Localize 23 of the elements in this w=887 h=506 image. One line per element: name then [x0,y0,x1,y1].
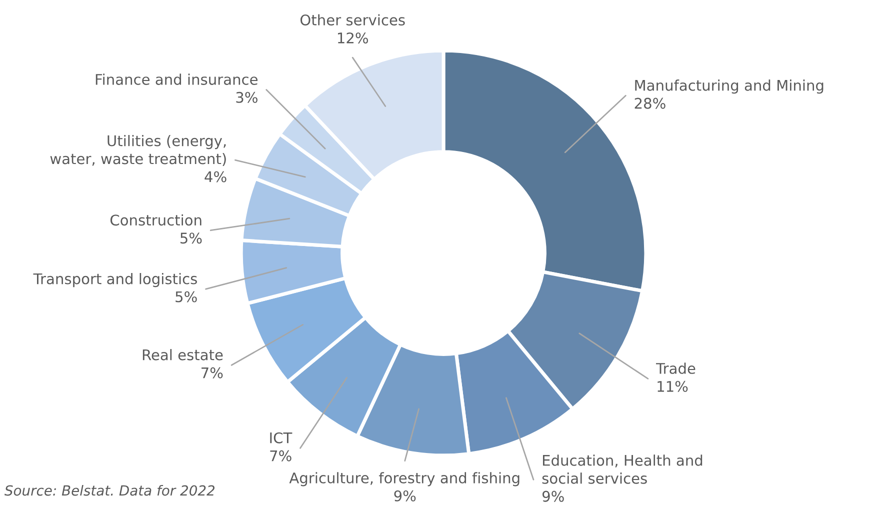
data-label: 12% [338,32,368,44]
data-label: 5% [176,291,197,302]
slice-label: Education, Health and social services [542,454,702,484]
slice-label: Other services [300,14,405,26]
slice-label: Utilities (energy, water, waste treatment) [50,134,226,166]
source-note: Source: Belstat. Data for 2022 [4,484,215,496]
data-label: 9% [542,490,564,502]
slice-label: Trade [656,362,696,374]
data-label: 3% [236,92,258,103]
slice-label: Finance and insurance [96,74,258,85]
data-label: 4% [204,171,226,182]
slice-label: Construction [110,214,202,226]
data-label: 9% [394,490,416,502]
slice-label: Agriculture, forestry and fishing [289,472,520,486]
data-label: 28% [634,98,666,109]
slice-label: Transport and logistics [33,273,197,288]
data-label: 5% [180,232,202,244]
data-label: 11% [658,380,688,392]
data-label: 7% [270,450,292,462]
slice-label: Real estate [142,349,223,360]
slice-label: ICT [270,432,292,444]
slice-label: Manufacturing and Mining [635,80,824,94]
data-label: 7% [202,367,223,378]
